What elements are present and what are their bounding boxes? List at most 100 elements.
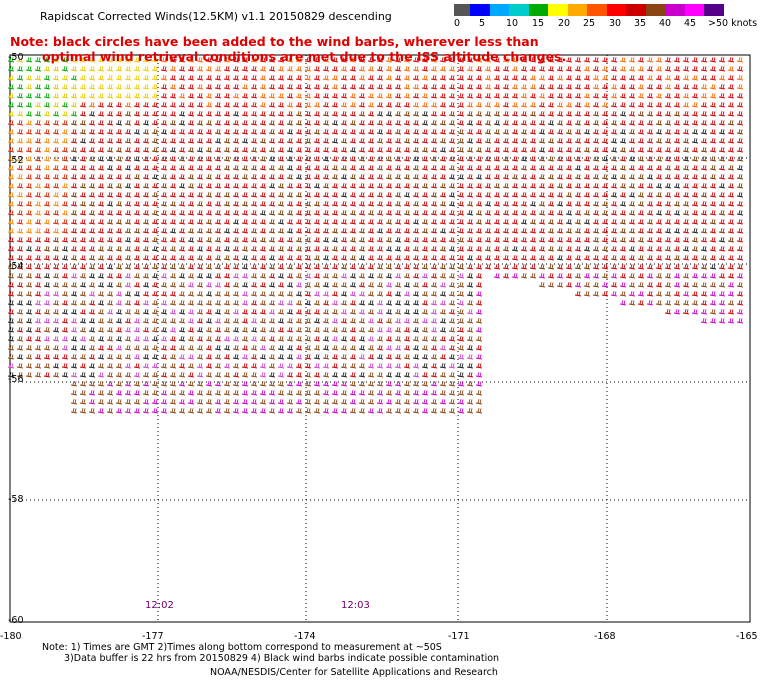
wind-barb <box>394 120 402 126</box>
wind-barb <box>115 93 123 99</box>
wind-barb <box>475 138 483 144</box>
wind-barb <box>376 228 384 234</box>
wind-barb <box>520 264 528 270</box>
wind-barb <box>484 120 492 126</box>
wind-barb <box>421 138 429 144</box>
wind-barb <box>367 255 375 261</box>
wind-barb <box>160 201 168 207</box>
wind-barb <box>385 246 393 252</box>
wind-barb <box>457 66 465 72</box>
wind-barb <box>610 192 618 198</box>
wind-barb <box>691 57 699 63</box>
wind-barb <box>16 237 24 243</box>
wind-barb <box>610 75 618 81</box>
wind-barb <box>421 228 429 234</box>
wind-barb <box>610 66 618 72</box>
wind-barb <box>61 237 69 243</box>
wind-barb <box>106 228 114 234</box>
wind-barb <box>97 219 105 225</box>
wind-barb <box>151 129 159 135</box>
wind-barb <box>349 192 357 198</box>
wind-barb <box>565 147 573 153</box>
wind-barb <box>322 219 330 225</box>
wind-barb <box>358 84 366 90</box>
wind-barb <box>439 264 447 270</box>
lat-label-54: -54 <box>8 261 24 272</box>
wind-barb <box>628 183 636 189</box>
wind-barb <box>718 228 726 234</box>
wind-barb <box>34 129 42 135</box>
wind-barb <box>430 210 438 216</box>
wind-barb <box>655 183 663 189</box>
wind-barb <box>259 174 267 180</box>
wind-barb <box>439 255 447 261</box>
wind-barb <box>106 156 114 162</box>
wind-barb <box>277 84 285 90</box>
wind-barb <box>484 111 492 117</box>
wind-barb <box>682 156 690 162</box>
wind-barb <box>421 111 429 117</box>
wind-barb <box>484 138 492 144</box>
wind-barb <box>394 156 402 162</box>
wind-barb <box>349 129 357 135</box>
wind-barb <box>232 174 240 180</box>
wind-barb <box>538 165 546 171</box>
wind-barb <box>565 183 573 189</box>
wind-barb <box>646 93 654 99</box>
wind-barb <box>583 147 591 153</box>
wind-barb <box>223 57 231 63</box>
wind-barb <box>421 93 429 99</box>
wind-barb <box>682 120 690 126</box>
wind-barb <box>475 210 483 216</box>
wind-barb <box>187 129 195 135</box>
wind-barb <box>547 75 555 81</box>
wind-barb <box>574 75 582 81</box>
wind-barb <box>34 84 42 90</box>
wind-barb <box>16 183 24 189</box>
wind-barb <box>421 120 429 126</box>
wind-barb <box>592 57 600 63</box>
wind-barb <box>682 165 690 171</box>
wind-barb <box>556 210 564 216</box>
wind-barb <box>358 201 366 207</box>
wind-barb <box>115 201 123 207</box>
wind-barb <box>133 156 141 162</box>
wind-barb <box>466 129 474 135</box>
wind-barb <box>169 138 177 144</box>
wind-barb <box>394 93 402 99</box>
wind-barb <box>232 228 240 234</box>
wind-barb <box>43 228 51 234</box>
wind-barb <box>700 219 708 225</box>
wind-barb <box>475 156 483 162</box>
wind-barb <box>214 156 222 162</box>
wind-barb <box>619 192 627 198</box>
wind-barb <box>655 255 663 261</box>
wind-barb <box>511 111 519 117</box>
wind-barb <box>646 201 654 207</box>
wind-barb <box>322 93 330 99</box>
wind-barb <box>403 219 411 225</box>
wind-barb <box>52 255 60 261</box>
wind-barb <box>376 84 384 90</box>
wind-barb <box>655 156 663 162</box>
wind-barb <box>61 66 69 72</box>
wind-barb <box>214 255 222 261</box>
wind-barb <box>376 183 384 189</box>
wind-barb <box>520 147 528 153</box>
wind-barb <box>277 57 285 63</box>
wind-barb <box>70 138 78 144</box>
wind-barb <box>574 219 582 225</box>
wind-barb <box>538 102 546 108</box>
wind-barb <box>646 138 654 144</box>
wind-barb <box>232 246 240 252</box>
wind-barb <box>241 183 249 189</box>
wind-barb <box>511 156 519 162</box>
wind-barb <box>52 228 60 234</box>
wind-barb <box>691 111 699 117</box>
wind-barb <box>655 165 663 171</box>
wind-barb <box>178 219 186 225</box>
wind-barb <box>115 120 123 126</box>
wind-barb <box>457 174 465 180</box>
wind-barb <box>502 120 510 126</box>
wind-barb <box>385 156 393 162</box>
